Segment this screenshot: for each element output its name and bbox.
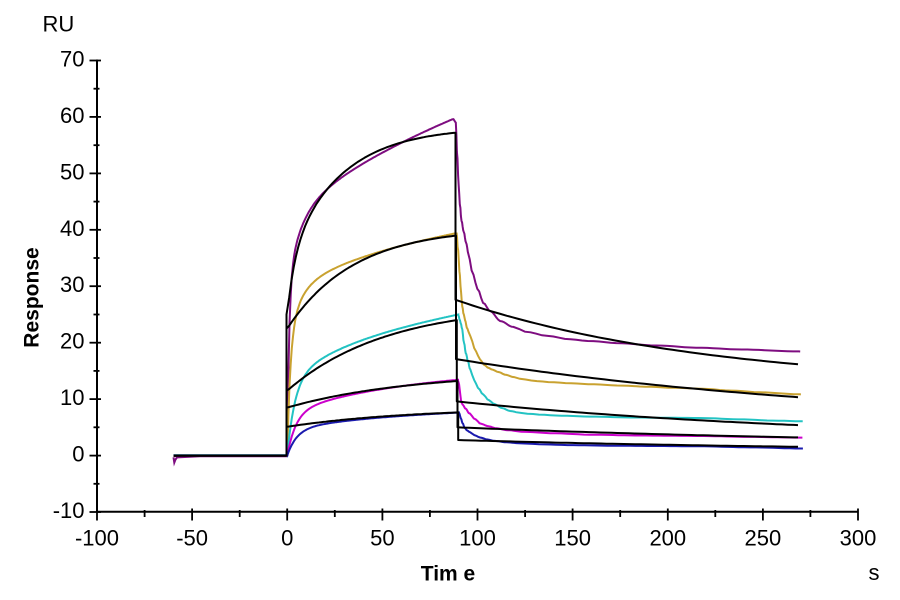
svg-text:70: 70	[60, 47, 84, 72]
svg-text:-10: -10	[53, 498, 85, 523]
svg-text:20: 20	[60, 329, 84, 354]
svg-text:150: 150	[554, 526, 591, 551]
svg-text:0: 0	[281, 526, 293, 551]
svg-text:50: 50	[60, 159, 84, 184]
svg-text:RU: RU	[43, 11, 75, 36]
svg-text:-100: -100	[75, 526, 119, 551]
svg-text:Response: Response	[21, 247, 44, 347]
svg-text:Tim e: Tim e	[421, 563, 475, 586]
svg-text:-50: -50	[176, 526, 208, 551]
svg-text:200: 200	[649, 526, 686, 551]
svg-text:10: 10	[60, 385, 84, 410]
svg-text:250: 250	[745, 526, 782, 551]
svg-text:100: 100	[459, 526, 496, 551]
svg-text:40: 40	[60, 216, 84, 241]
svg-text:s: s	[869, 560, 880, 585]
svg-text:300: 300	[840, 526, 877, 551]
svg-text:60: 60	[60, 103, 84, 128]
svg-text:30: 30	[60, 272, 84, 297]
svg-text:50: 50	[370, 526, 394, 551]
svg-text:0: 0	[72, 442, 84, 467]
